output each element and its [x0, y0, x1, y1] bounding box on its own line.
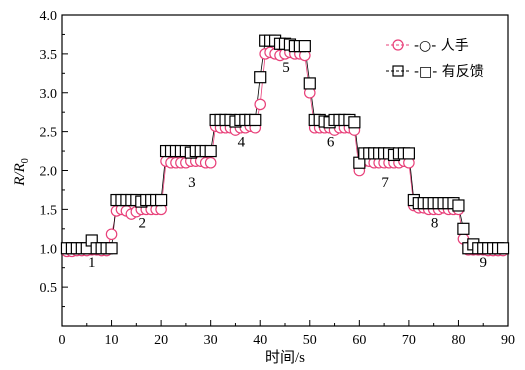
step-label: 1	[88, 255, 96, 271]
series-markers	[60, 34, 510, 258]
data-point-human	[105, 228, 118, 241]
y-tick-label: 0.5	[40, 281, 58, 296]
data-point-feedback	[348, 116, 361, 129]
x-tick-labels: 0 10 20 30 40 50 60 70 80 90	[59, 333, 516, 348]
step-label: 9	[479, 255, 487, 271]
step-label: 7	[381, 175, 389, 191]
x-tick-label: 80	[451, 333, 465, 348]
y-tick-label: 1.5	[40, 203, 58, 218]
step-label: 8	[431, 216, 439, 232]
y-tick-label: 2.0	[40, 165, 58, 180]
step-annotations: 1 2 3 4 5 6 7 8 9	[88, 60, 487, 271]
legend-circle-marker	[392, 39, 404, 51]
legend-label-human: -○- 人手	[414, 38, 469, 54]
x-tick-label: 10	[105, 333, 119, 348]
data-point-human	[204, 156, 217, 169]
x-tick-label: 90	[501, 333, 515, 348]
x-tick-label: 40	[253, 333, 267, 348]
data-point-feedback	[105, 242, 118, 255]
step-label: 5	[282, 60, 290, 76]
data-point-feedback	[254, 71, 267, 84]
x-tick-label: 50	[303, 333, 317, 348]
x-tick-label: 0	[59, 333, 66, 348]
data-point-feedback	[155, 193, 168, 207]
data-point-feedback	[457, 222, 470, 235]
data-point-feedback	[402, 147, 415, 160]
legend-item-feedback: -□- 有反馈	[386, 64, 484, 80]
data-point-feedback	[452, 199, 465, 212]
y-tick-label: 1.0	[40, 242, 58, 257]
data-point-feedback	[298, 39, 311, 53]
step-label: 4	[238, 135, 246, 151]
step-label: 6	[327, 135, 335, 151]
y-tick-label: 3.5	[40, 48, 58, 63]
y-tick-label: 3.0	[40, 87, 58, 102]
data-point-feedback	[204, 144, 217, 158]
data-point-feedback	[496, 242, 510, 255]
y-axis-title-main: R/R	[12, 163, 28, 187]
data-point-feedback	[303, 77, 316, 90]
plot-frame	[61, 14, 509, 327]
x-tick-label: 20	[154, 333, 168, 348]
axis-ticks	[61, 14, 509, 326]
data-point-feedback	[249, 113, 262, 127]
legend-item-human: -○- 人手	[386, 38, 469, 54]
x-tick-label: 30	[204, 333, 218, 348]
x-axis-title: 时间/s	[265, 349, 305, 366]
y-axis-title-subscript: 0	[20, 158, 31, 163]
y-tick-label: 4.0	[40, 9, 58, 24]
y-tick-labels: 0.5 1.0 1.5 2.0 2.5 3.0 3.5 4.0	[40, 9, 58, 296]
y-tick-label: 2.5	[40, 126, 58, 141]
legend-label-feedback: -□- 有反馈	[414, 64, 484, 80]
y-axis-title: R/R0	[12, 158, 31, 187]
data-point-human	[254, 98, 267, 111]
legend: -○- 人手 -□- 有反馈	[386, 38, 484, 80]
x-tick-label: 60	[352, 333, 366, 348]
x-tick-label: 70	[402, 333, 416, 348]
legend-square-marker	[392, 65, 404, 77]
step-label: 2	[139, 216, 147, 232]
step-label: 3	[188, 175, 196, 191]
